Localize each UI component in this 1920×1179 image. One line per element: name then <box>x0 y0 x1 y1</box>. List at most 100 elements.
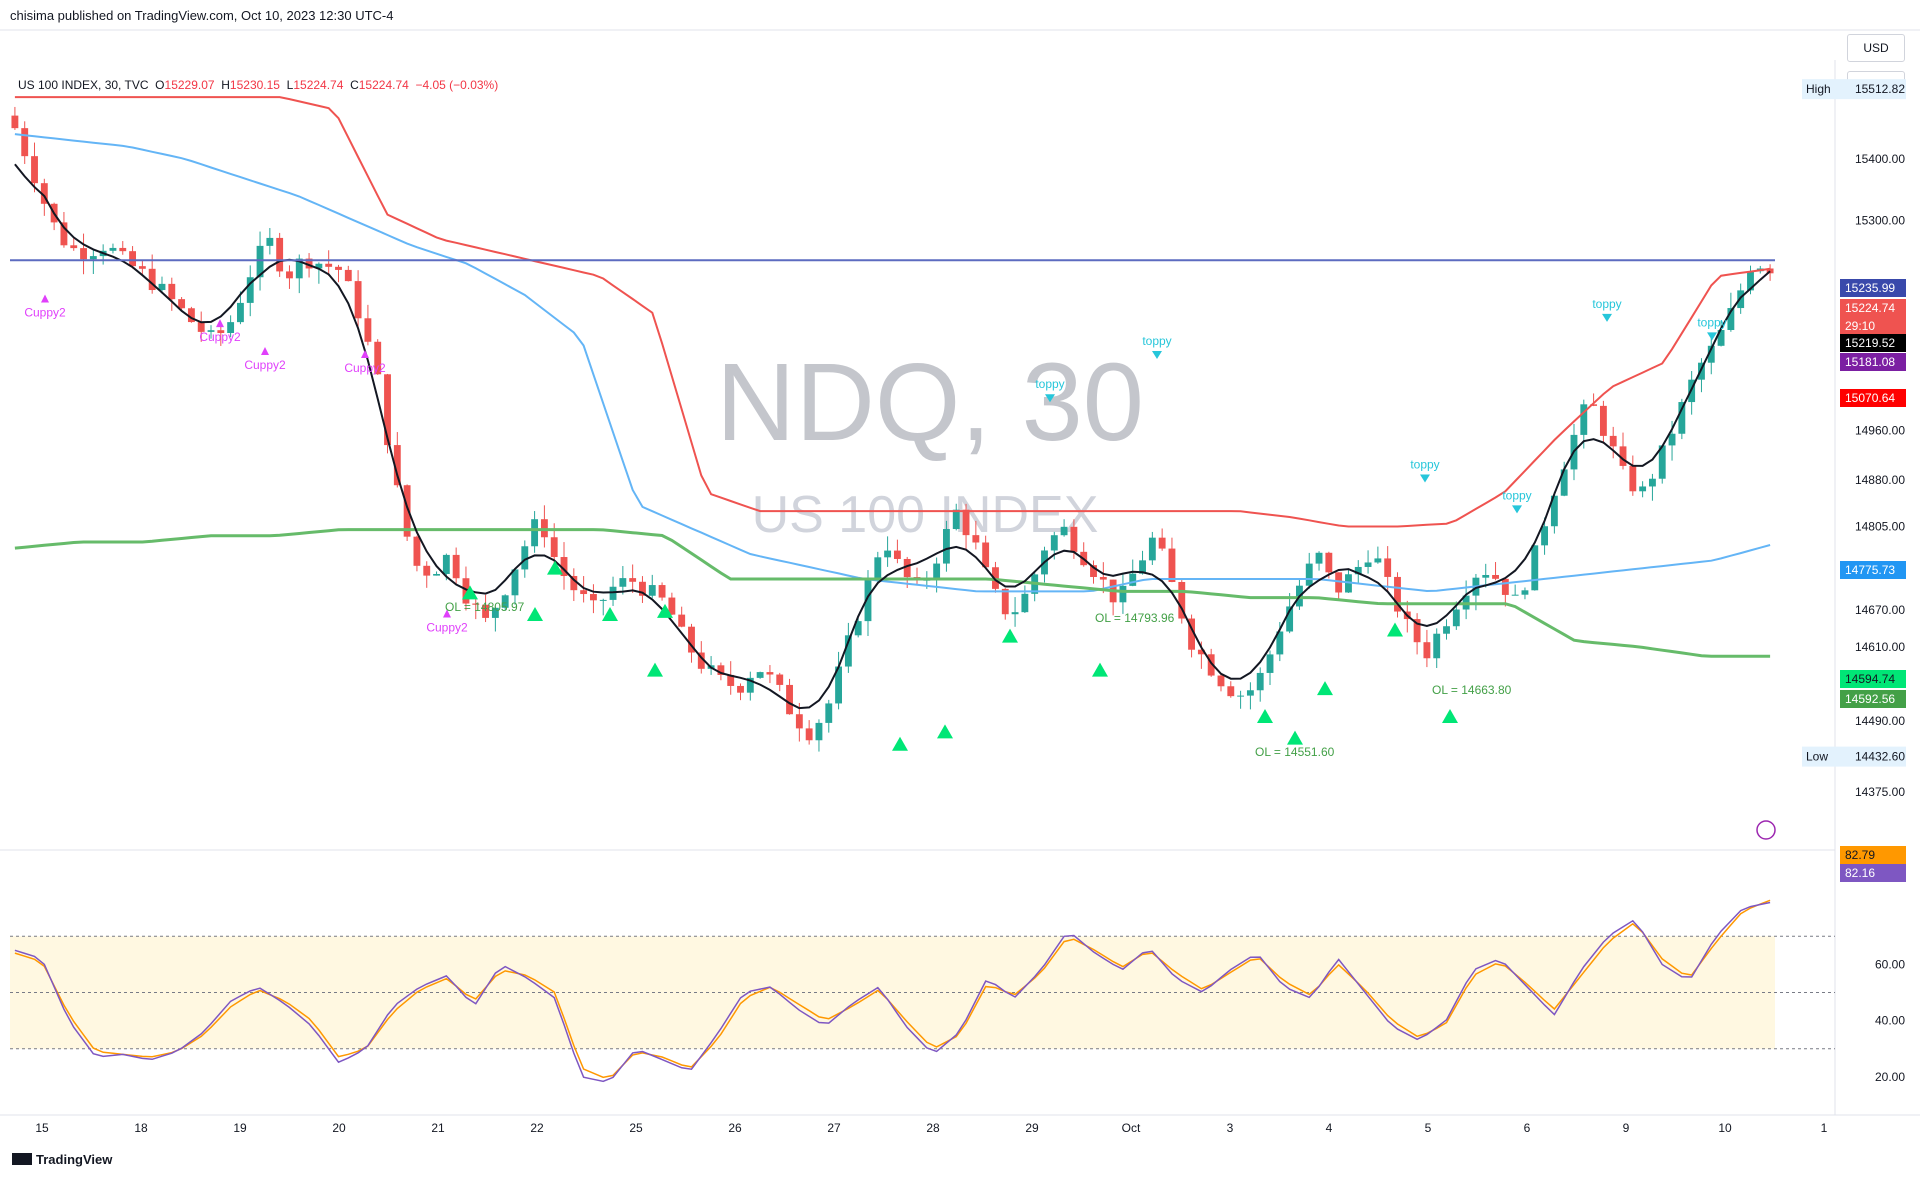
candle-body <box>423 565 431 576</box>
price-tag <box>1840 299 1906 317</box>
candle-body <box>364 318 372 342</box>
candle-body <box>1452 609 1460 627</box>
cuppy-marker <box>41 294 49 303</box>
candle-body <box>1266 654 1274 673</box>
time-tick: 21 <box>431 1121 445 1135</box>
candle-body <box>129 251 137 267</box>
price-tick: 14880.00 <box>1855 473 1905 487</box>
candle-body <box>658 585 666 598</box>
candle-body <box>266 237 274 246</box>
candle-body <box>717 665 725 675</box>
candle-body <box>158 283 166 291</box>
time-tick: 26 <box>728 1121 742 1135</box>
price-tick: 14610.00 <box>1855 640 1905 654</box>
candle-body <box>1139 560 1146 574</box>
buy-signal-marker <box>892 736 908 751</box>
buy-signal-marker <box>602 607 618 622</box>
candle-body <box>1070 526 1078 552</box>
buy-signal-marker <box>657 603 673 618</box>
price-tag-value: 15070.64 <box>1845 391 1895 405</box>
cuppy-marker <box>443 609 451 618</box>
candle-body <box>1276 631 1284 655</box>
candle-body <box>89 256 97 260</box>
price-tick: 14375.00 <box>1855 785 1905 799</box>
candle-body <box>452 554 460 579</box>
toppy-marker <box>1602 313 1612 322</box>
candle-body <box>521 546 529 570</box>
candle-body <box>903 558 911 578</box>
price-tag-value: 15235.99 <box>1845 281 1895 295</box>
candle-body <box>893 550 901 559</box>
candle-body <box>11 115 19 129</box>
candle-body <box>178 299 186 309</box>
cuppy-label: Cuppy2 <box>344 361 386 375</box>
candle-body <box>354 281 362 319</box>
candle-body <box>1599 405 1607 436</box>
band-line <box>14 133 1771 593</box>
candle-body <box>1256 672 1264 691</box>
price-tag-value: 82.79 <box>1845 848 1875 862</box>
candle-body <box>70 245 78 249</box>
candle-body <box>1501 578 1509 595</box>
buy-signal-marker <box>1287 730 1303 745</box>
candle-body <box>678 614 686 627</box>
toppy-label: toppy <box>1035 377 1064 391</box>
cuppy-label: Cuppy2 <box>244 358 286 372</box>
time-tick: 1 <box>1821 1121 1828 1135</box>
stoch-d-line <box>14 899 1771 1079</box>
toppy-marker <box>1707 332 1717 341</box>
time-tick: Oct <box>1122 1121 1141 1135</box>
price-tag-value: 15224.74 <box>1845 301 1895 315</box>
candle-body <box>462 578 470 604</box>
buy-signal-marker <box>547 560 563 575</box>
candle-body <box>1619 446 1627 466</box>
candle-body <box>550 537 558 558</box>
osc-tick: 40.00 <box>1875 1014 1905 1028</box>
candle-body <box>766 672 774 675</box>
candle-body <box>786 684 793 715</box>
candle-body <box>756 672 764 678</box>
cuppy-label: Cuppy2 <box>199 330 241 344</box>
toppy-marker <box>1045 394 1055 403</box>
candle-body <box>1227 686 1235 697</box>
candle-body <box>570 575 578 591</box>
symbol-legend: US 100 INDEX, 30, TVC O15229.07 H15230.1… <box>18 78 498 92</box>
candle-body <box>1531 545 1539 591</box>
toppy-label: toppy <box>1697 315 1726 329</box>
candle-body <box>187 308 195 323</box>
candle-body <box>1747 271 1754 291</box>
candle-body <box>1629 465 1637 492</box>
candle-body <box>1727 308 1735 330</box>
candle-body <box>148 268 156 291</box>
time-tick: 5 <box>1425 1121 1432 1135</box>
ol-label-4: OL = 14663.80 <box>1432 683 1512 697</box>
candle-body <box>1315 552 1323 564</box>
currency-button-main[interactable]: USD <box>1847 34 1905 62</box>
candle-body <box>825 703 833 723</box>
candle-body <box>1423 642 1431 659</box>
time-tick: 18 <box>134 1121 148 1135</box>
candle-body <box>511 569 519 596</box>
price-tag <box>1840 690 1906 708</box>
candle-body <box>1158 537 1166 549</box>
candle-body <box>1609 435 1617 447</box>
candle-body <box>933 563 941 580</box>
toppy-marker <box>1512 505 1522 514</box>
candle-body <box>335 266 342 270</box>
cuppy-marker <box>361 350 369 359</box>
candle-body <box>560 557 568 576</box>
candle-body <box>1580 404 1588 435</box>
candle-body <box>1217 675 1225 687</box>
candle-body <box>864 579 872 622</box>
candle-body <box>442 554 450 574</box>
candle-body <box>1099 576 1107 580</box>
buy-signal-marker <box>1317 681 1333 696</box>
time-tick: 29 <box>1025 1121 1039 1135</box>
candle-body <box>1648 478 1656 487</box>
candle-body <box>217 330 225 334</box>
support-line <box>14 528 1771 658</box>
cuppy-marker <box>216 319 224 328</box>
candle-body <box>727 674 735 686</box>
price-tag <box>1840 561 1906 579</box>
